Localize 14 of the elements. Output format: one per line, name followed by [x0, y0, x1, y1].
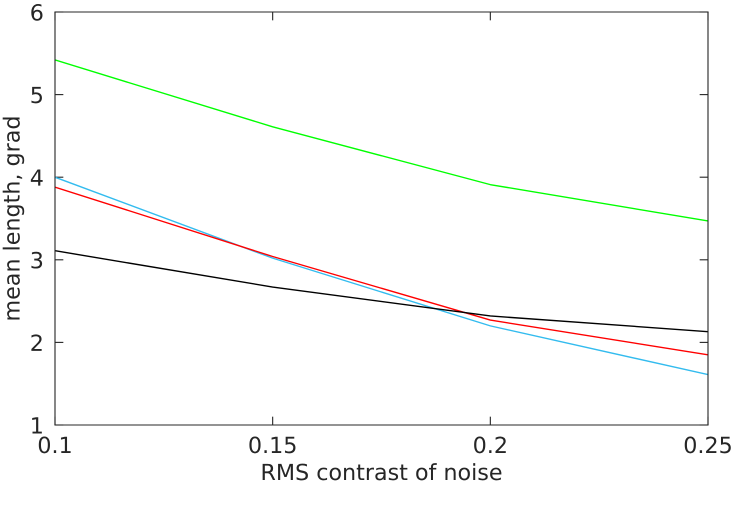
y-axis-title: mean length, grad [2, 118, 24, 320]
y-tick-label: 4 [30, 169, 43, 186]
line-series [55, 59, 708, 222]
y-tick-label: 3 [31, 252, 42, 269]
line-series [55, 250, 708, 332]
y-tick-label: 6 [31, 4, 42, 21]
x-tick-label: 0.1 [38, 436, 71, 454]
y-tick-label: 1 [32, 417, 42, 434]
x-tick-label: 0.25 [684, 436, 731, 454]
y-tick-label: 5 [31, 86, 42, 104]
x-tick-label: 0.2 [474, 436, 506, 454]
x-axis-title: RMS contrast of noise [262, 463, 502, 480]
y-tick-label: 2 [31, 334, 42, 351]
x-tick-label: 0.15 [249, 436, 296, 454]
